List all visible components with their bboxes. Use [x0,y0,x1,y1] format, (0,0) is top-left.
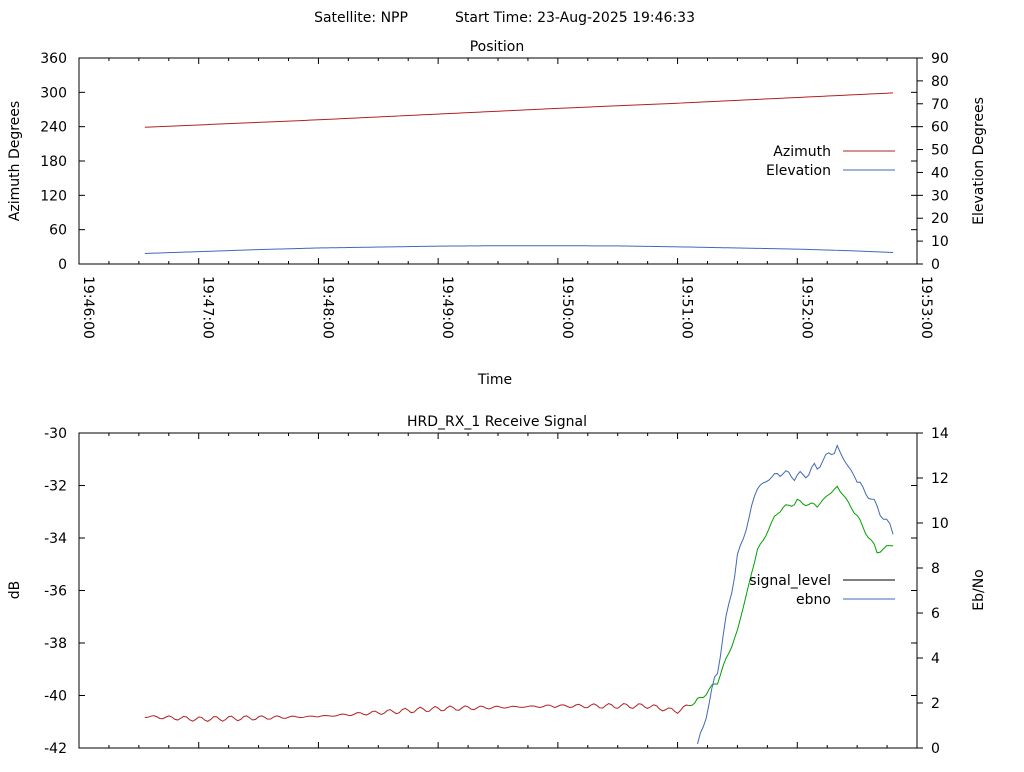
y-tick-label: -40 [44,689,67,705]
y-tick-label: -36 [44,584,67,600]
y-tick-label: 300 [40,85,67,101]
y2-tick-label: 90 [931,51,949,67]
satellite-label: Satellite: NPP [314,10,408,26]
signal_level-line-part-2 [688,485,894,706]
y2-tick-label: 0 [931,257,940,273]
y-tick-label: 60 [49,223,67,239]
position-plot-frame [78,57,918,265]
y2-tick-label: 80 [931,74,949,90]
receive-signal-plot-frame [78,432,918,749]
position-chart: Position Azimuth Degrees Elevation Degre… [7,39,987,388]
x-tick-label: 19:49:00 [439,276,455,339]
x-tick-label: 19:52:00 [798,276,814,339]
y-tick-label: 0 [58,257,67,273]
position-chart-title: Position [470,39,525,55]
y2-tick-label: 6 [931,606,940,622]
legend-label: signal_level [749,573,831,589]
y2-tick-label: 40 [931,165,949,181]
y-tick-label: -38 [44,636,67,652]
x-tick-label: 19:46:00 [80,276,96,339]
receive-signal-y2-axis-label: Eb/No [971,569,987,611]
y2-tick-label: 10 [931,234,949,250]
Azimuth-line [144,92,894,128]
y2-tick-label: 14 [931,426,949,442]
y-tick-label: -30 [44,426,67,442]
position-y-axis-label: Azimuth Degrees [7,101,23,221]
position-x-axis-label: Time [477,372,512,388]
y2-tick-label: 8 [931,561,940,577]
y-tick-label: 120 [40,188,67,204]
ebno-line [697,444,894,745]
y2-tick-label: 50 [931,143,949,159]
Elevation-line [144,245,894,254]
receive-signal-chart-title: HRD_RX_1 Receive Signal [407,414,587,430]
y-tick-label: -32 [44,479,67,495]
receive-signal-chart: HRD_RX_1 Receive Signal dB Eb/No -42 -40 -… [7,414,987,757]
y2-tick-label: 2 [931,696,940,712]
y2-tick-label: 20 [931,211,949,227]
y2-tick-label: 60 [931,120,949,136]
legend-label: Elevation [766,163,831,179]
y2-tick-label: 30 [931,188,949,204]
y-tick-label: -42 [44,741,67,757]
y-tick-label: -34 [44,531,67,547]
y2-tick-label: 10 [931,516,949,532]
x-tick-label: 19:50:00 [559,276,575,339]
x-tick-label: 19:53:00 [918,276,934,339]
x-tick-label: 19:47:00 [200,276,216,339]
y-tick-label: 360 [40,51,67,67]
legend-label: ebno [796,592,831,608]
legend-label: Azimuth [773,144,831,160]
y2-tick-label: 12 [931,471,949,487]
start-time-label: Start Time: 23-Aug-2025 19:46:33 [455,10,695,26]
x-tick-label: 19:48:00 [319,276,335,339]
y2-tick-label: 0 [931,741,940,757]
x-tick-label: 19:51:00 [679,276,695,339]
y2-tick-label: 70 [931,97,949,113]
receive-signal-y-axis-label: dB [7,581,23,600]
position-y2-axis-label: Elevation Degrees [971,97,987,225]
signal_level-line-part-1 [144,703,690,722]
y-tick-label: 180 [40,154,67,170]
y2-tick-label: 4 [931,651,940,667]
y-tick-label: 240 [40,120,67,136]
